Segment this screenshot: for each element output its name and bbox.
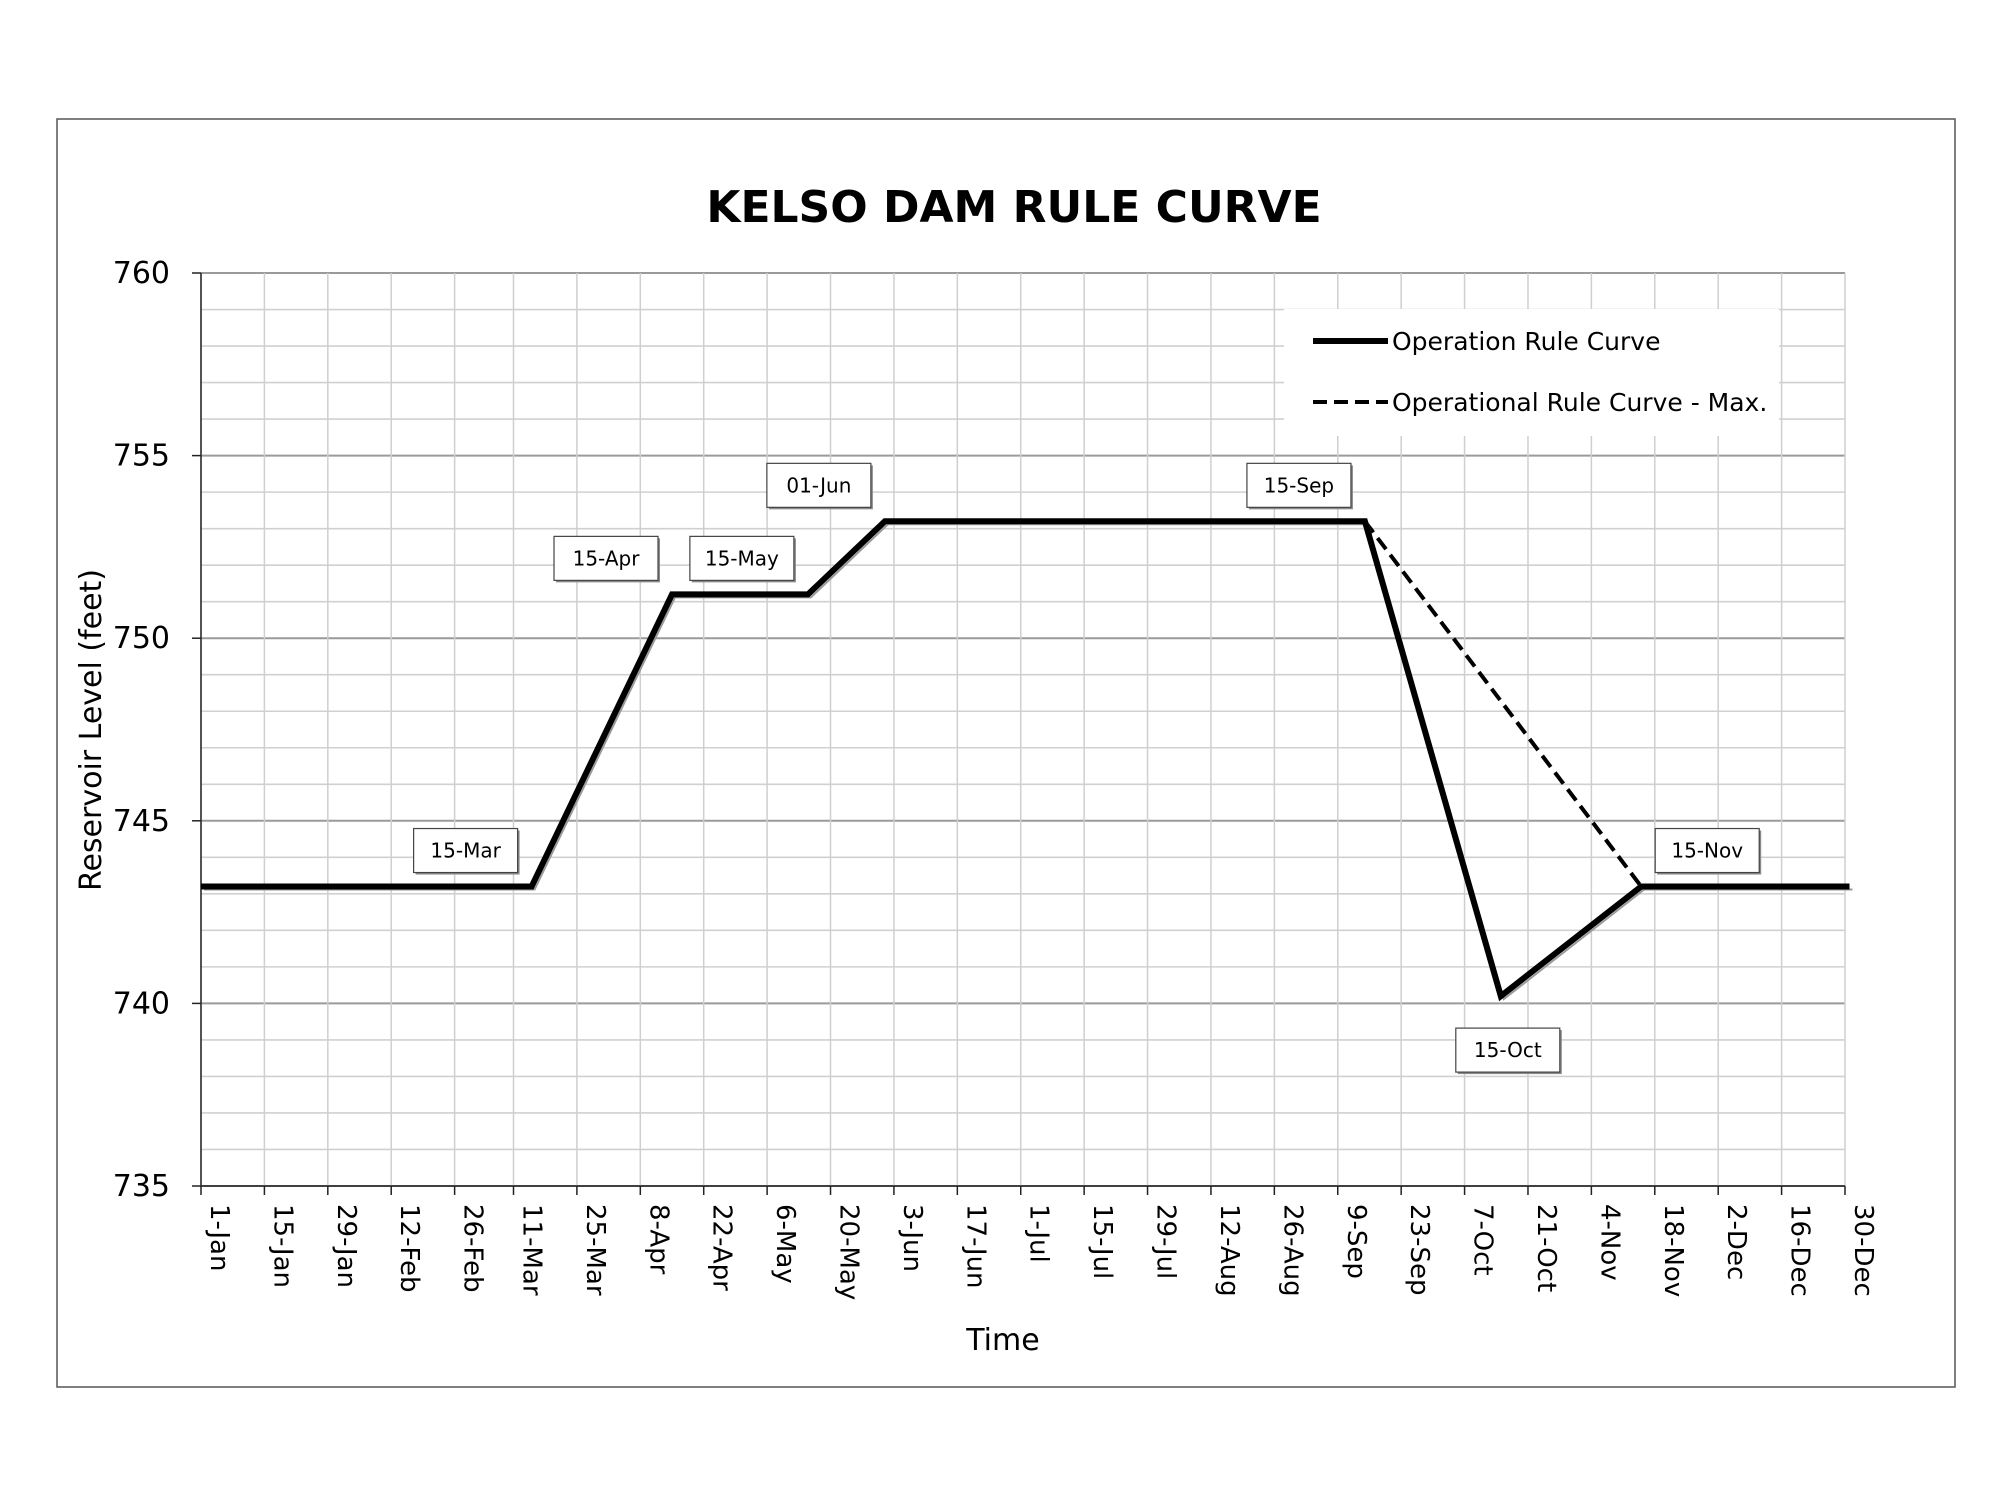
x-tick-label: 30-Dec <box>1848 1204 1878 1297</box>
x-tick-label: 2-Dec <box>1721 1204 1751 1280</box>
x-tick-label: 26-Feb <box>458 1204 488 1293</box>
chart-title: KELSO DAM RULE CURVE <box>706 182 1321 233</box>
x-tick-label: 29-Jul <box>1151 1204 1181 1279</box>
callout-box <box>1246 462 1352 508</box>
y-tick-label: 750 <box>113 621 170 656</box>
x-tick-label: 20-May <box>834 1204 864 1300</box>
x-tick-label: 17-Jun <box>960 1204 990 1289</box>
annotation-callout: 15-Mar <box>413 827 520 875</box>
x-tick-label: 21-Oct <box>1531 1204 1561 1292</box>
callout-label: 15-Oct <box>1474 1038 1542 1062</box>
y-tick-label: 735 <box>113 1169 170 1204</box>
x-tick-label: 25-Mar <box>580 1204 610 1296</box>
x-tick-label: 23-Sep <box>1404 1204 1434 1295</box>
legend-box <box>1284 309 1779 436</box>
x-tick-label: 15-Jan <box>267 1204 297 1288</box>
callout-box <box>413 827 519 874</box>
x-tick-label: 4-Nov <box>1594 1204 1624 1281</box>
callout-label: 15-May <box>705 546 779 570</box>
annotation-callout: 15-Sep <box>1246 462 1353 510</box>
x-tick-label: 22-Apr <box>707 1204 737 1291</box>
x-tick-label: 15-Jul <box>1087 1204 1117 1279</box>
x-tick-label: 12-Aug <box>1214 1204 1244 1297</box>
y-tick-label: 745 <box>113 804 170 839</box>
annotation-callout: 15-Oct <box>1455 1027 1562 1075</box>
y-axis-label: Reservoir Level (feet) <box>74 569 109 891</box>
x-tick-label: 6-May <box>770 1204 800 1284</box>
x-tick-label: 9-Sep <box>1341 1204 1371 1279</box>
x-tick-label: 8-Apr <box>643 1204 673 1275</box>
x-tick-label: 16-Dec <box>1785 1204 1815 1297</box>
x-tick-label: 18-Nov <box>1658 1204 1688 1297</box>
x-tick-label: 29-Jan <box>331 1204 361 1288</box>
y-tick-label: 740 <box>113 986 170 1021</box>
x-tick-label: 11-Mar <box>516 1204 546 1296</box>
x-axis-label: Time <box>965 1323 1039 1358</box>
series-operational-max-line <box>1363 520 1643 888</box>
annotation-callout: 15-Apr <box>553 535 661 583</box>
callout-box <box>1455 1027 1561 1073</box>
series <box>201 518 1853 1002</box>
series-operation-line <box>201 518 1850 1002</box>
x-tick-label: 12-Feb <box>394 1204 424 1293</box>
legend-label: Operational Rule Curve - Max. <box>1392 388 1767 417</box>
x-tick-label: 3-Jun <box>897 1204 927 1272</box>
callout-label: 15-Mar <box>430 839 501 863</box>
callout-label: 15-Apr <box>573 546 641 570</box>
x-tick-label: 7-Oct <box>1468 1204 1498 1276</box>
callout-box <box>766 462 872 508</box>
callout-label: 01-Jun <box>786 473 851 497</box>
x-tick-label: 1-Jul <box>1024 1204 1054 1263</box>
annotation-callout: 15-May <box>689 535 796 583</box>
axes: 735 740 745 750 755 760 1-Jan 15-Jan 29-Jan 12-Fe… <box>113 256 1878 1300</box>
x-tick-label: 1-Jan <box>204 1204 234 1271</box>
callout-box <box>689 535 795 581</box>
annotation-callout: 15-Nov <box>1654 827 1762 875</box>
callout-box <box>1654 827 1760 874</box>
y-tick-label: 755 <box>113 439 170 474</box>
legend: Operation Rule Curve Operational Rule Cur… <box>1284 309 1779 436</box>
y-tick-label: 760 <box>113 256 170 291</box>
callout-box <box>553 535 659 581</box>
annotation-callout: 01-Jun <box>766 462 873 510</box>
legend-label: Operation Rule Curve <box>1392 327 1660 356</box>
callout-label: 15-Nov <box>1671 839 1743 863</box>
x-tick-label: 26-Aug <box>1277 1204 1307 1297</box>
callout-label: 15-Sep <box>1264 473 1334 497</box>
annotations: 15-Mar 15-Apr 15-May 01-Jun 15-Sep 15-Oct 15-N… <box>413 462 1762 1075</box>
